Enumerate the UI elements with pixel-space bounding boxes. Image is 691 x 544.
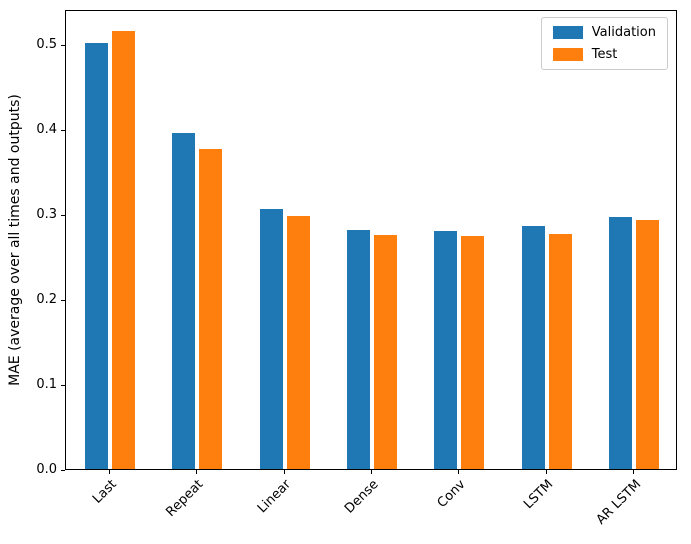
bar-validation-ar-lstm xyxy=(609,216,633,469)
bar-test-linear xyxy=(286,215,310,469)
y-tick-label: 0.2 xyxy=(36,292,57,308)
bar-test-repeat xyxy=(199,148,223,469)
x-tick-mark xyxy=(196,470,198,474)
bar-validation-dense xyxy=(347,230,370,469)
bar-test-last xyxy=(111,30,135,469)
x-tick-label-last: Last xyxy=(89,477,120,507)
y-tick-mark xyxy=(61,384,65,386)
x-tick-label-ar-lstm: AR LSTM xyxy=(593,477,644,528)
bar-test-ar-lstm xyxy=(636,220,660,469)
y-tick-mark xyxy=(61,129,65,131)
y-tick-mark xyxy=(61,469,65,471)
x-tick-mark xyxy=(283,470,285,474)
x-tick-mark xyxy=(545,470,547,474)
legend-swatch-validation xyxy=(552,26,583,39)
legend-item-test: Test xyxy=(552,47,656,62)
x-tick-label-linear: Linear xyxy=(255,477,295,517)
x-tick-mark xyxy=(108,470,110,474)
legend-label: Test xyxy=(591,47,618,62)
bar-test-lstm xyxy=(548,233,572,469)
x-tick-label-repeat: Repeat xyxy=(163,477,207,520)
x-tick-mark xyxy=(633,470,635,474)
bar-validation-last xyxy=(84,43,108,469)
bar-validation-linear xyxy=(259,209,283,469)
y-tick-mark xyxy=(61,44,65,46)
legend: Validation Test xyxy=(540,17,668,70)
y-tick-label: 0.5 xyxy=(36,37,57,53)
bar-validation-repeat xyxy=(172,132,196,469)
bar-test-dense xyxy=(374,234,397,469)
legend-swatch-test xyxy=(552,48,583,61)
y-tick-mark xyxy=(61,299,65,301)
x-tick-label-dense: Dense xyxy=(341,477,382,517)
legend-label: Validation xyxy=(591,25,656,40)
bar-validation-conv xyxy=(434,231,458,469)
y-tick-mark xyxy=(61,214,65,216)
x-tick-label-conv: Conv xyxy=(435,477,470,511)
bar-validation-lstm xyxy=(521,226,545,469)
y-tick-label: 0.4 xyxy=(36,122,57,138)
x-tick-label-lstm: LSTM xyxy=(521,477,557,513)
plot-area xyxy=(65,10,677,470)
y-tick-label: 0.1 xyxy=(36,377,57,393)
x-tick-mark xyxy=(371,470,372,474)
y-tick-label: 0.0 xyxy=(36,462,57,477)
legend-item-validation: Validation xyxy=(552,25,656,40)
x-tick-mark xyxy=(458,470,460,474)
bar-test-conv xyxy=(461,236,485,469)
y-tick-label: 0.3 xyxy=(36,207,57,223)
